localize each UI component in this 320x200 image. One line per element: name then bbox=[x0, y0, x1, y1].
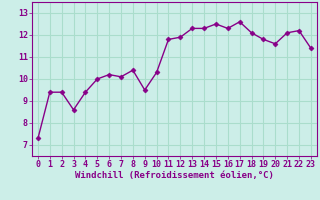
X-axis label: Windchill (Refroidissement éolien,°C): Windchill (Refroidissement éolien,°C) bbox=[75, 171, 274, 180]
